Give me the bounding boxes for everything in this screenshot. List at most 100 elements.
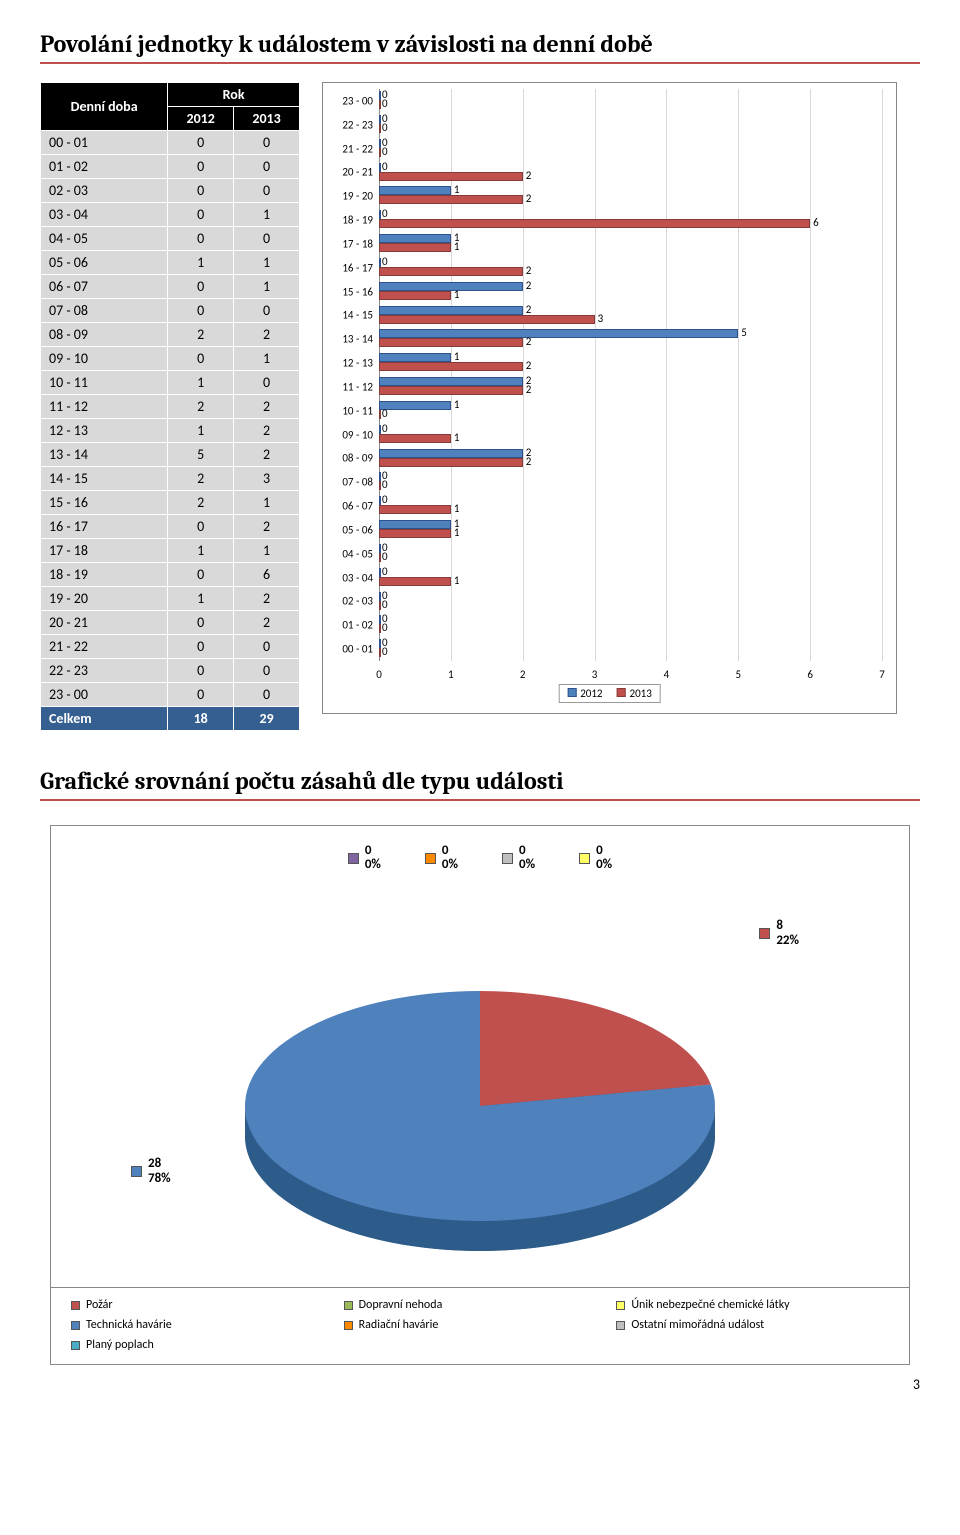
table-cell: 2 — [234, 587, 300, 611]
table-row-label: 02 - 03 — [41, 179, 168, 203]
table-cell: 2 — [234, 515, 300, 539]
table-cell: 1 — [234, 347, 300, 371]
table-cell: 1 — [234, 275, 300, 299]
table-cell: 2 — [234, 611, 300, 635]
table-cell: 0 — [234, 635, 300, 659]
table-row-label: 13 - 14 — [41, 443, 168, 467]
page-number: 3 — [913, 1376, 920, 1393]
table-cell: 0 — [234, 659, 300, 683]
table-cell: 2 — [234, 419, 300, 443]
pie-summary-item: 00% — [502, 844, 535, 873]
pie-summary-item: 00% — [425, 844, 458, 873]
table-row-label: 08 - 09 — [41, 323, 168, 347]
table-row-label: 19 - 20 — [41, 587, 168, 611]
table-cell: 2 — [234, 395, 300, 419]
table-cell: 1 — [234, 539, 300, 563]
table-cell: 0 — [168, 227, 234, 251]
table-cell: 0 — [168, 275, 234, 299]
table-cell: 0 — [168, 155, 234, 179]
table-cell: 2 — [168, 395, 234, 419]
table-cell: 6 — [234, 563, 300, 587]
table-cell: 0 — [234, 227, 300, 251]
table-cell: 2 — [168, 467, 234, 491]
pie-chart: 00%00%00%00% 822% 2878% PožárDopravní ne… — [50, 825, 910, 1365]
section2-title: Grafické srovnání počtu zásahů dle typu … — [40, 767, 920, 795]
table-cell: 0 — [168, 635, 234, 659]
table-cell: 0 — [168, 659, 234, 683]
table-row-label: 22 - 23 — [41, 659, 168, 683]
callout-blue: 2878% — [131, 1156, 171, 1186]
table-row-label: 04 - 05 — [41, 227, 168, 251]
table-row-label: 00 - 01 — [41, 131, 168, 155]
blue-swatch — [131, 1166, 142, 1177]
table-row-label: 10 - 11 — [41, 371, 168, 395]
red-swatch — [759, 928, 770, 939]
pie-summary-item: 00% — [348, 844, 381, 873]
table-cell: 0 — [234, 131, 300, 155]
table-row-label: 15 - 16 — [41, 491, 168, 515]
table-cell: 0 — [168, 563, 234, 587]
pie-svg — [200, 926, 760, 1266]
table-row-label: 07 - 08 — [41, 299, 168, 323]
table-row-label: 06 - 07 — [41, 275, 168, 299]
table-cell: 2 — [234, 443, 300, 467]
table-cell: 0 — [168, 347, 234, 371]
pie-legend-item: Planý poplach — [71, 1338, 344, 1352]
section2-rule — [40, 799, 920, 801]
chart-legend: 2012 2013 — [558, 684, 661, 703]
time-table: Denní doba Rok 2012 2013 00 - 010001 - 0… — [40, 82, 300, 731]
section1-rule — [40, 62, 920, 64]
table-row-label: 03 - 04 — [41, 203, 168, 227]
pie-legend-item: Technická havárie — [71, 1318, 344, 1332]
table-row-label: 11 - 12 — [41, 395, 168, 419]
table-cell: 2 — [168, 491, 234, 515]
table-cell: 1 — [234, 251, 300, 275]
legend-2013: 2013 — [630, 687, 652, 700]
bar-chart: 0123456723 - 000022 - 230021 - 220020 - … — [322, 82, 897, 714]
section1-title: Povolání jednotky k událostem v závislos… — [40, 30, 920, 58]
table-cell: 0 — [168, 515, 234, 539]
table-cell: 1 — [168, 371, 234, 395]
table-cell: 0 — [168, 131, 234, 155]
pie-legend-item: Ostatní mimořádná událost — [616, 1318, 889, 1332]
table-cell: 1 — [168, 539, 234, 563]
table-cell: 2 — [168, 323, 234, 347]
table-cell: 0 — [234, 155, 300, 179]
table-row-label: 14 - 15 — [41, 467, 168, 491]
total-b: 29 — [234, 707, 300, 731]
table-cell: 5 — [168, 443, 234, 467]
table-row-label: 05 - 06 — [41, 251, 168, 275]
pie-legend-item: Radiační havárie — [344, 1318, 617, 1332]
table-row-label: 12 - 13 — [41, 419, 168, 443]
table-row-label: 16 - 17 — [41, 515, 168, 539]
table-cell: 1 — [234, 203, 300, 227]
th-year-b: 2013 — [234, 107, 300, 131]
table-cell: 3 — [234, 467, 300, 491]
table-row-label: 09 - 10 — [41, 347, 168, 371]
table-cell: 0 — [168, 683, 234, 707]
table-cell: 0 — [234, 371, 300, 395]
table-cell: 1 — [168, 587, 234, 611]
pie-legend-item: Dopravní nehoda — [344, 1298, 617, 1312]
table-cell: 0 — [168, 179, 234, 203]
table-row-label: 21 - 22 — [41, 635, 168, 659]
table-row-label: 01 - 02 — [41, 155, 168, 179]
th-year-a: 2012 — [168, 107, 234, 131]
callout-red: 822% — [759, 918, 799, 948]
legend-2012: 2012 — [580, 687, 602, 700]
table-cell: 0 — [168, 611, 234, 635]
th-rowlabel: Denní doba — [41, 83, 168, 131]
table-cell: 1 — [168, 419, 234, 443]
table-cell: 0 — [168, 299, 234, 323]
table-cell: 2 — [234, 323, 300, 347]
table-row-label: 18 - 19 — [41, 563, 168, 587]
pie-summary-item: 00% — [579, 844, 612, 873]
table-row-label: 23 - 00 — [41, 683, 168, 707]
th-group: Rok — [168, 83, 300, 107]
total-a: 18 — [168, 707, 234, 731]
table-cell: 0 — [234, 299, 300, 323]
table-row-label: 17 - 18 — [41, 539, 168, 563]
table-cell: 0 — [168, 203, 234, 227]
table-row-label: 20 - 21 — [41, 611, 168, 635]
table-cell: 0 — [234, 683, 300, 707]
